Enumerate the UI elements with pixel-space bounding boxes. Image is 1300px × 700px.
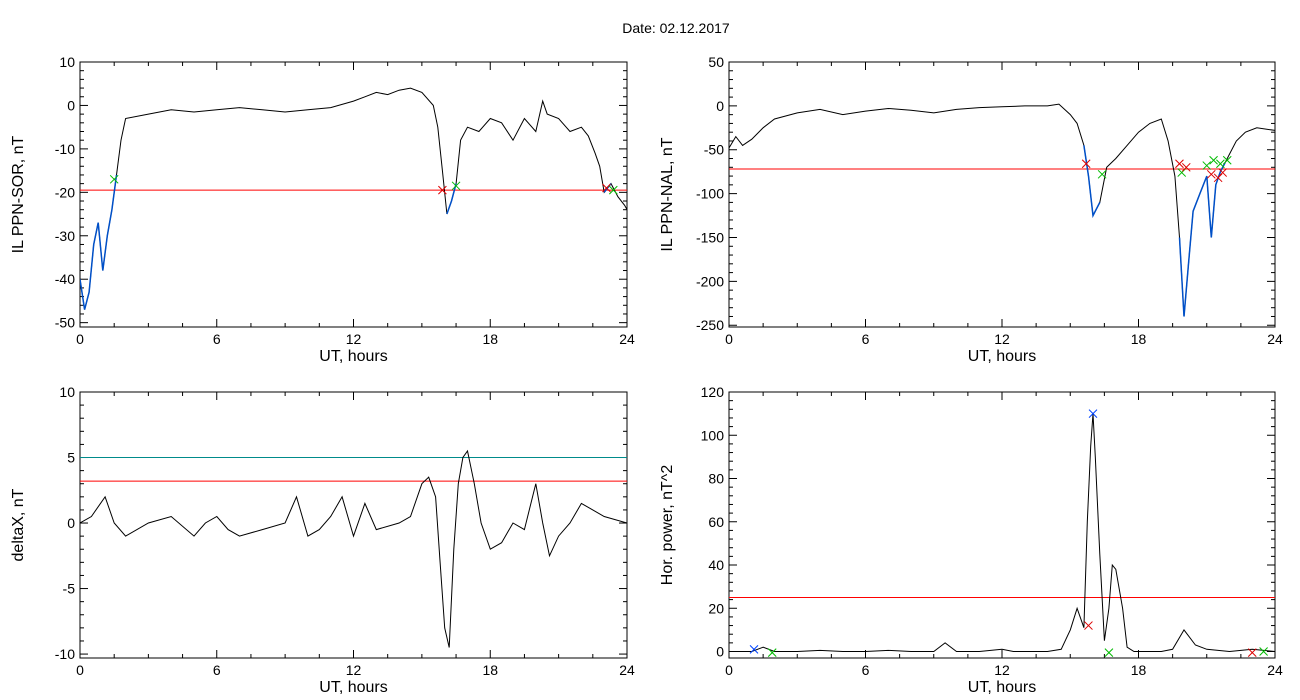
- y-tick-label: -10: [55, 141, 75, 157]
- x-axis-label: UT, hours: [968, 679, 1036, 696]
- marker-green: [1202, 161, 1212, 170]
- plot-frame: [79, 391, 628, 659]
- y-tick-label: -50: [55, 315, 75, 331]
- y-axis-label: Hor. power, nT^2: [659, 465, 676, 586]
- x-tick-label: 0: [76, 331, 84, 347]
- marker-red: [1206, 169, 1216, 179]
- data-series-line: [80, 87, 627, 310]
- y-tick-label: -10: [55, 646, 75, 662]
- x-tick-label: 12: [346, 331, 362, 347]
- y-tick-label: -200: [696, 273, 724, 289]
- plot-frame: [79, 61, 628, 328]
- marker-red: [1213, 173, 1223, 183]
- x-tick-label: 0: [725, 331, 733, 347]
- marker-green: [109, 174, 119, 184]
- y-tick-label: 20: [708, 600, 724, 616]
- marker-red: [1081, 159, 1091, 169]
- event-segment-line: [446, 183, 457, 215]
- y-tick-label: 0: [716, 98, 724, 114]
- x-tick-label: 18: [482, 662, 498, 678]
- chart-panel-3: 0 6 12 18 24 -10 -5 0 5 10 UT, hours deltaX, nT: [10, 384, 635, 696]
- x-tick-label: 24: [1267, 331, 1283, 347]
- plot-frame: [728, 61, 1276, 328]
- data-series-line: [80, 449, 627, 648]
- x-tick-label: 18: [482, 331, 498, 347]
- y-tick-label: 0: [67, 515, 75, 531]
- marker-green: [1104, 648, 1114, 657]
- marker-red: [1218, 168, 1228, 177]
- marker-red: [602, 183, 611, 193]
- marker-green: [1209, 155, 1218, 165]
- y-tick-label: -5: [63, 581, 76, 597]
- marker-green: [1097, 169, 1107, 179]
- x-tick-label: 12: [346, 662, 362, 678]
- marker-blue: [749, 644, 759, 654]
- chart-panel-2: 0 6 12 18 24 -250 -200 -150 -100 -50 0 50 UT, hours I…: [659, 54, 1283, 365]
- x-tick-label: 6: [862, 331, 870, 347]
- y-tick-label: 5: [67, 450, 75, 466]
- marker-blue: [1088, 409, 1098, 418]
- y-tick-label: -40: [55, 271, 75, 287]
- marker-green: [608, 185, 618, 195]
- y-tick-label: -50: [704, 142, 724, 158]
- event-segment-line: [1083, 145, 1101, 219]
- marker-green: [1222, 155, 1232, 165]
- x-tick-label: 6: [862, 662, 870, 678]
- plot-frame: [728, 391, 1276, 659]
- marker-red: [1084, 621, 1093, 630]
- marker-green: [1177, 168, 1187, 177]
- y-tick-label: -30: [55, 228, 75, 244]
- event-segment-line: [80, 174, 118, 310]
- x-tick-label: 24: [1267, 662, 1283, 678]
- x-tick-label: 18: [1131, 662, 1147, 678]
- x-tick-label: 6: [213, 662, 221, 678]
- x-tick-label: 12: [994, 662, 1010, 678]
- y-tick-label: 100: [701, 427, 725, 443]
- y-tick-label: 0: [716, 644, 724, 660]
- marker-red: [438, 185, 447, 195]
- x-tick-label: 12: [994, 331, 1010, 347]
- y-tick-label: 80: [708, 471, 724, 487]
- marker-green: [1259, 647, 1268, 656]
- data-series-line: [729, 413, 1275, 653]
- y-tick-label: 10: [59, 384, 75, 400]
- y-tick-label: 120: [701, 384, 725, 400]
- marker-green: [767, 648, 777, 657]
- marker-red: [1181, 162, 1191, 172]
- x-tick-label: 0: [725, 662, 733, 678]
- x-tick-label: 6: [213, 331, 221, 347]
- y-tick-label: -150: [696, 229, 724, 245]
- figure-title: Date: 02.12.2017: [622, 20, 730, 36]
- y-tick-label: 60: [708, 514, 724, 530]
- y-tick-label: 0: [67, 97, 75, 113]
- x-axis-label: UT, hours: [319, 348, 387, 365]
- y-axis-label: IL PPN-SOR, nT: [10, 135, 27, 253]
- x-tick-label: 24: [619, 331, 635, 347]
- y-axis-label: deltaX, nT: [10, 488, 27, 561]
- x-axis-label: UT, hours: [968, 348, 1036, 365]
- x-axis-label: UT, hours: [319, 679, 387, 696]
- y-tick-label: -250: [696, 317, 724, 333]
- y-tick-label: 50: [708, 54, 724, 70]
- x-tick-label: 18: [1131, 331, 1147, 347]
- x-tick-label: 0: [76, 662, 84, 678]
- chart-panel-4: 0 6 12 18 24 0 20 40 60 80 100 120 UT, hours Hor. pow…: [659, 384, 1283, 696]
- event-segment-line: [1178, 162, 1226, 317]
- chart-panel-1: 0 6 12 18 24 -50 -40 -30 -20 -10 0 10 UT, hours IL PP…: [10, 54, 635, 365]
- y-tick-label: 10: [59, 54, 75, 70]
- y-tick-label: -20: [55, 184, 75, 200]
- x-tick-label: 24: [619, 662, 635, 678]
- marker-green: [451, 181, 461, 191]
- marker-green: [1216, 159, 1225, 169]
- y-tick-label: 40: [708, 557, 724, 573]
- marker-red: [1247, 648, 1257, 657]
- marker-red: [1175, 159, 1184, 169]
- y-tick-label: -100: [696, 186, 724, 202]
- y-axis-label: IL PPN-NAL, nT: [659, 137, 676, 251]
